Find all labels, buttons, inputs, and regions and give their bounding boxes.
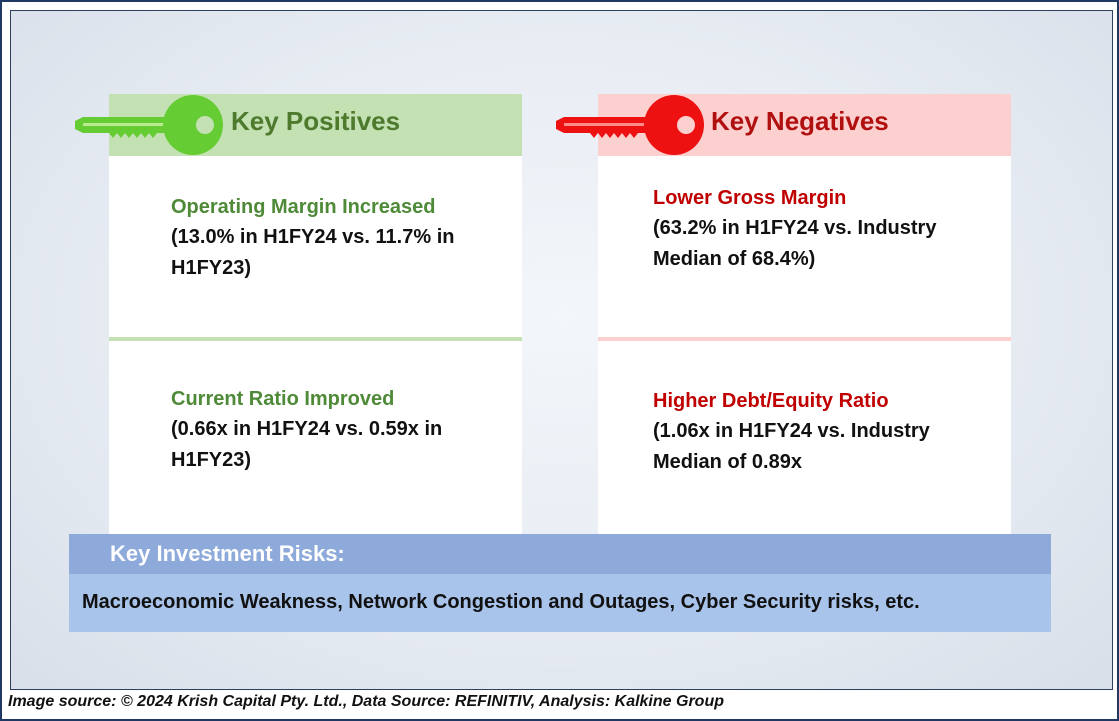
risks-title: Key Investment Risks: (110, 541, 345, 566)
key-positives-title: Key Positives (231, 106, 401, 136)
positives-divider (109, 337, 522, 341)
negatives-divider (598, 337, 1011, 341)
negative-item-debt-equity: Higher Debt/Equity Ratio (1.06x in H1FY2… (653, 386, 973, 478)
risks-text: Macroeconomic Weakness, Network Congesti… (82, 591, 920, 613)
risks-header: Key Investment Risks: (69, 534, 1051, 574)
positive-item-operating-margin: Operating Margin Increased (13.0% in H1F… (171, 192, 471, 284)
slide-canvas: Key Positives Operating Margin Increased… (10, 10, 1113, 690)
negative-item-gross-margin: Lower Gross Margin (63.2% in H1FY24 vs. … (653, 183, 953, 275)
key-negatives-panel: Key Negatives Lower Gross Margin (63.2% … (598, 94, 1011, 534)
positive-item-title: Operating Margin Increased (171, 196, 436, 218)
negative-item-title: Higher Debt/Equity Ratio (653, 390, 889, 412)
negative-item-detail: (63.2% in H1FY24 vs. Industry Median of … (653, 217, 937, 270)
negative-item-detail: (1.06x in H1FY24 vs. Industry Median of … (653, 420, 930, 473)
positive-item-title: Current Ratio Improved (171, 388, 395, 410)
positive-item-current-ratio: Current Ratio Improved (0.66x in H1FY24 … (171, 384, 471, 476)
image-source-caption: Image source: © 2024 Krish Capital Pty. … (8, 693, 724, 710)
key-investment-risks: Key Investment Risks: Macroeconomic Weak… (69, 534, 1051, 632)
green-key-icon (75, 95, 223, 155)
positive-item-detail: (13.0% in H1FY24 vs. 11.7% in H1FY23) (171, 226, 455, 279)
positive-item-detail: (0.66x in H1FY24 vs. 0.59x in H1FY23) (171, 418, 443, 471)
key-negatives-title: Key Negatives (711, 106, 889, 136)
negative-item-title: Lower Gross Margin (653, 187, 847, 209)
red-key-icon (556, 95, 704, 155)
key-positives-panel: Key Positives Operating Margin Increased… (109, 94, 522, 534)
risks-body: Macroeconomic Weakness, Network Congesti… (69, 574, 1051, 632)
